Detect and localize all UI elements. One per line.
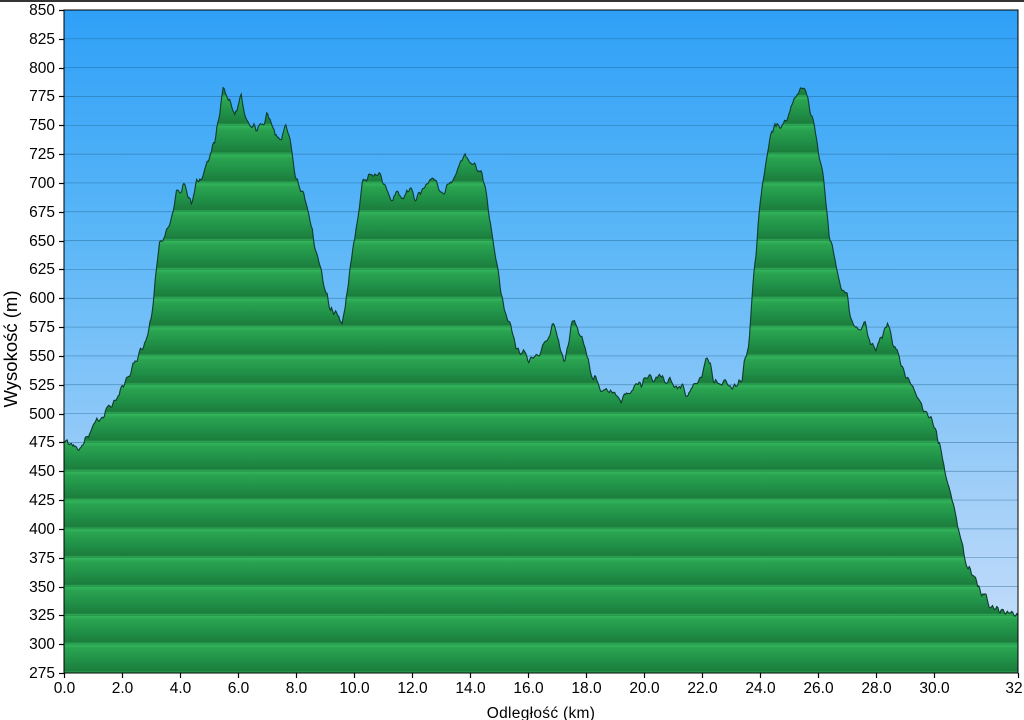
svg-text:10.0: 10.0 [339,680,370,697]
svg-text:450: 450 [29,463,55,480]
svg-text:800: 800 [29,60,55,77]
svg-text:32.9: 32.9 [1005,680,1024,697]
svg-text:375: 375 [29,550,55,567]
svg-text:775: 775 [29,88,55,105]
svg-text:26.0: 26.0 [803,680,834,697]
svg-text:Odległość (km): Odległość (km) [487,705,595,720]
svg-text:750: 750 [29,117,55,134]
svg-text:500: 500 [29,406,55,423]
svg-text:600: 600 [29,290,55,307]
svg-text:20.0: 20.0 [629,680,660,697]
svg-text:625: 625 [29,261,55,278]
svg-text:275: 275 [29,665,55,682]
svg-text:550: 550 [29,348,55,365]
svg-text:Wysokość (m): Wysokość (m) [0,291,21,408]
svg-text:22.0: 22.0 [687,680,718,697]
svg-text:400: 400 [29,521,55,538]
svg-text:30.0: 30.0 [919,680,950,697]
svg-text:14.0: 14.0 [455,680,486,697]
svg-text:24.0: 24.0 [745,680,776,697]
svg-text:4.0: 4.0 [170,680,192,697]
svg-text:525: 525 [29,377,55,394]
svg-text:675: 675 [29,204,55,221]
svg-text:425: 425 [29,492,55,509]
svg-text:12.0: 12.0 [397,680,428,697]
svg-text:6.0: 6.0 [228,680,250,697]
svg-text:475: 475 [29,434,55,451]
svg-text:325: 325 [29,607,55,624]
svg-text:2.0: 2.0 [112,680,134,697]
svg-text:825: 825 [29,31,55,48]
svg-text:18.0: 18.0 [571,680,602,697]
svg-text:8.0: 8.0 [286,680,308,697]
svg-text:700: 700 [29,175,55,192]
svg-text:575: 575 [29,319,55,336]
svg-text:16.0: 16.0 [513,680,544,697]
svg-text:0.0: 0.0 [54,680,76,697]
svg-text:850: 850 [29,2,55,19]
svg-text:28.0: 28.0 [861,680,892,697]
svg-text:300: 300 [29,636,55,653]
svg-text:650: 650 [29,233,55,250]
svg-text:350: 350 [29,579,55,596]
svg-text:725: 725 [29,146,55,163]
